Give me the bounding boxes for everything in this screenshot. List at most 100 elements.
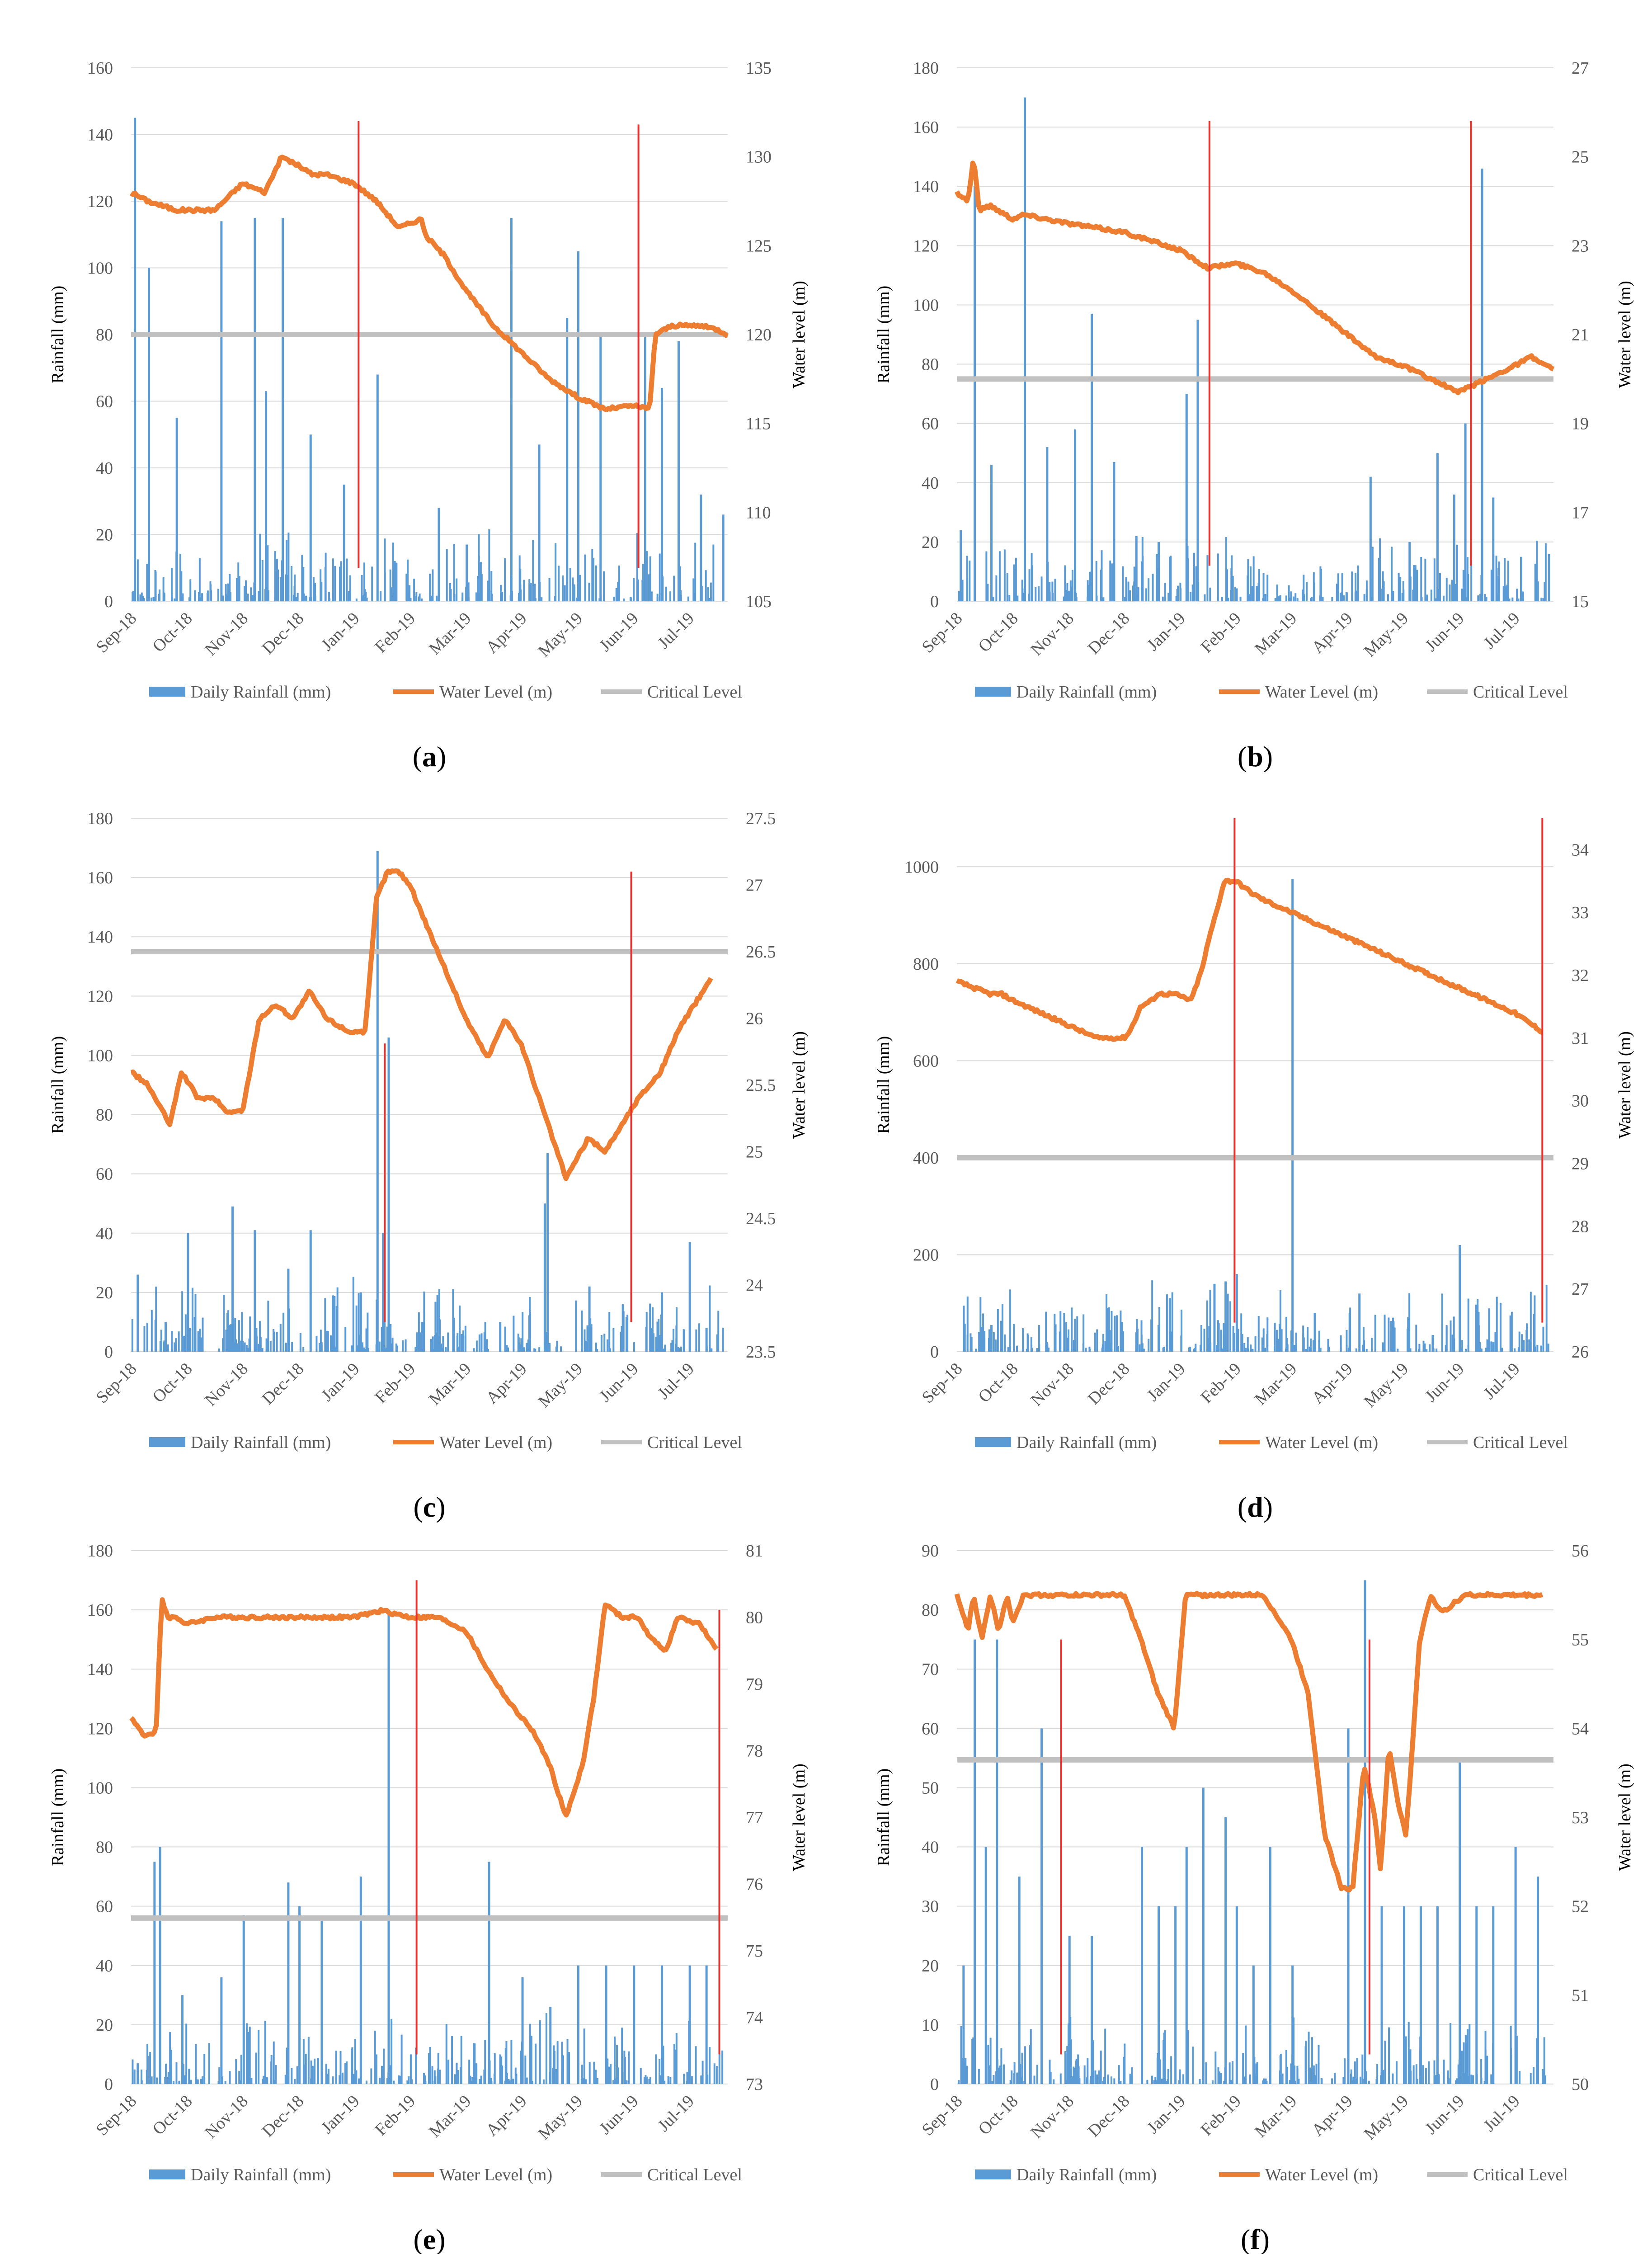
rainfall-bar — [349, 589, 352, 601]
rainfall-bar — [1540, 597, 1543, 601]
rainfall-bar — [367, 1312, 369, 1352]
rainfall-bar — [650, 1328, 653, 1352]
rainfall-bar — [1089, 571, 1091, 601]
x-tick-label: Feb-19 — [371, 1359, 419, 1407]
rainfall-peak-bar — [688, 1965, 691, 2084]
rainfall-bar — [1214, 2051, 1217, 2084]
rainfall-bar — [1418, 1344, 1421, 1352]
rainfall-bar — [1413, 565, 1415, 601]
rainfall-bar — [1003, 549, 1006, 601]
rainfall-bar — [378, 1341, 381, 1352]
rainfall-peak-bar — [488, 1862, 490, 2084]
rainfall-bar — [312, 577, 315, 601]
rainfall-bar — [478, 1334, 480, 1352]
rainfall-peak-bar — [1235, 1906, 1238, 2084]
rainfall-bar — [548, 578, 551, 601]
rainfall-bar — [1429, 1344, 1431, 1352]
rainfall-bar — [486, 1339, 488, 1352]
y-tick-label: 60 — [922, 415, 939, 434]
rainfall-bar — [655, 1336, 657, 1352]
rainfall-bar — [1094, 1332, 1096, 1352]
rainfall-bar — [1420, 556, 1422, 601]
rainfall-bar — [1225, 537, 1227, 601]
y2-tick-label: 54 — [1572, 1719, 1589, 1738]
y2-tick-label: 23 — [1572, 236, 1589, 255]
rainfall-bar — [504, 1326, 506, 1352]
rainfall-bar — [970, 1337, 973, 1352]
rainfall-bar — [252, 595, 254, 601]
rainfall-bar — [612, 2080, 615, 2084]
rainfall-bar — [1341, 592, 1343, 601]
rainfall-peak-bar — [990, 465, 993, 601]
rainfall-bar — [1426, 594, 1428, 601]
rainfall-bar — [1457, 2064, 1459, 2084]
y-axis-title: Rainfall (mm) — [48, 1768, 67, 1866]
rainfall-bar — [633, 578, 635, 601]
rainfall-bar — [1026, 1333, 1029, 1352]
rainfall-bar — [146, 564, 148, 601]
rainfall-bar — [365, 1328, 367, 1352]
rainfall-bar — [1187, 558, 1189, 601]
rainfall-peak-bar — [387, 1610, 390, 2084]
rainfall-bar — [261, 1348, 264, 1352]
rainfall-bar — [1092, 2040, 1094, 2084]
legend: Daily Rainfall (mm) Water Level (m) Critic… — [149, 683, 742, 702]
rainfall-peak-bar — [1453, 495, 1455, 601]
rainfall-bar — [436, 595, 438, 601]
panel-label: (a) — [413, 740, 447, 773]
rainfall-bar — [590, 1324, 593, 1352]
rainfall-bar — [1362, 2079, 1364, 2084]
rainfall-bar — [988, 1329, 990, 1352]
rainfall-bar — [1542, 2069, 1544, 2084]
rainfall-bar — [1022, 1328, 1024, 1352]
x-tick-label: May-19 — [535, 2092, 587, 2144]
rainfall-bar — [687, 596, 689, 601]
rainfall-bar — [1140, 1320, 1143, 1352]
rainfall-bar — [1464, 2073, 1466, 2084]
rainfall-bar — [1223, 2081, 1225, 2084]
rainfall-peak-bar — [1475, 1906, 1478, 2084]
rainfall-bar — [1454, 584, 1457, 601]
rainfall-bar — [575, 1300, 577, 1352]
rainfall-bar — [1305, 1349, 1307, 1352]
rainfall-bar — [528, 579, 531, 601]
rainfall-bar — [1181, 1309, 1183, 1352]
rainfall-bar — [562, 575, 564, 601]
rainfall-bar — [1276, 597, 1279, 601]
x-tick-label: Jun-19 — [596, 2092, 642, 2138]
rainfall-bar — [1490, 2074, 1492, 2084]
rainfall-bar — [1451, 580, 1454, 601]
rainfall-bar — [259, 533, 261, 601]
rainfall-peak-bar — [660, 1965, 663, 2084]
rainfall-bar — [966, 1297, 969, 1352]
rainfall-bar — [225, 1330, 227, 1352]
rainfall-bar — [960, 2058, 963, 2084]
rainfall-bar — [1519, 2071, 1521, 2084]
y2-tick-label: 53 — [1572, 1808, 1589, 1827]
rainfall-bar — [1083, 1314, 1085, 1352]
rainfall-bar — [1013, 594, 1015, 601]
rainfall-bar — [1430, 589, 1432, 601]
rainfall-bar — [1116, 1315, 1118, 1352]
rainfall-bar — [583, 2028, 585, 2084]
x-tick-label: Oct-18 — [149, 1359, 196, 1406]
rainfall-bar — [560, 1346, 562, 1352]
rainfall-peak-bar — [181, 1995, 184, 2084]
rainfall-bar — [1445, 1325, 1448, 1352]
rainfall-bar — [997, 1309, 999, 1352]
x-tick-label: Apr-19 — [1308, 2092, 1356, 2140]
rainfall-bar — [1241, 1334, 1243, 1352]
rainfall-bar — [1104, 2028, 1106, 2084]
rainfall-bar — [315, 1335, 318, 1352]
rainfall-bar — [1289, 598, 1291, 601]
rainfall-bar — [258, 2030, 260, 2084]
rainfall-bar — [266, 2077, 268, 2084]
rainfall-peak-bar — [705, 1965, 708, 2084]
rainfall-bar — [237, 562, 240, 601]
rainfall-bar — [705, 570, 707, 601]
rainfall-bar — [1139, 1344, 1141, 1352]
rainfall-bar — [245, 580, 247, 601]
rainfall-bar — [978, 2069, 980, 2084]
rainfall-bar — [655, 2054, 657, 2084]
rainfall-peak-bar — [984, 1847, 987, 2084]
